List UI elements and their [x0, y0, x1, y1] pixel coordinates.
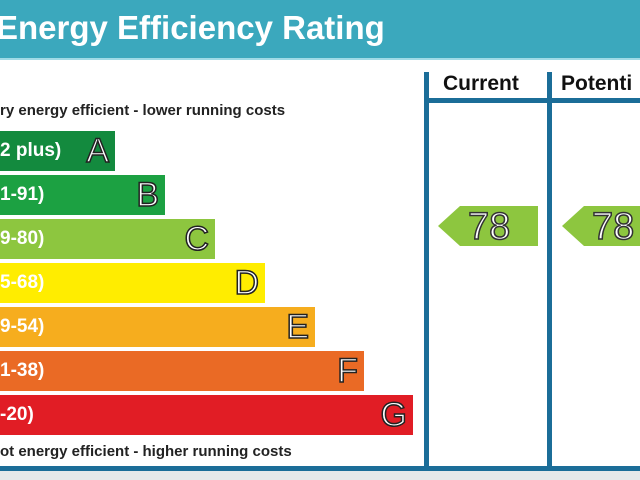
- column-divider: [424, 72, 429, 472]
- band-bar-g: -20) G: [0, 395, 413, 435]
- column-divider: [547, 72, 552, 472]
- band-range: 1-38): [0, 360, 45, 381]
- potential-header: Potenti: [561, 72, 633, 95]
- band-letter: C: [184, 219, 210, 259]
- arrow-shape: [562, 206, 640, 246]
- chart-title: Energy Efficiency Rating: [0, 9, 385, 46]
- band-range: 5-68): [0, 272, 45, 293]
- band-letter: D: [234, 263, 260, 303]
- band-letter: B: [136, 175, 160, 215]
- top-note: ry energy efficient - lower running cost…: [0, 102, 286, 119]
- band-bar-e: 9-54) E: [0, 307, 315, 347]
- band-bar-f: 1-38) F: [0, 351, 364, 391]
- band-bar-b: 1-91) B: [0, 175, 165, 215]
- bottom-note: ot energy efficient - higher running cos…: [0, 443, 292, 460]
- arrow-shape: [438, 206, 538, 246]
- band-letter: A: [86, 131, 110, 171]
- band-bar-d: 5-68) D: [0, 263, 265, 303]
- band-range: 2 plus): [0, 140, 62, 161]
- band-bar-c: 9-80) C: [0, 219, 215, 259]
- band-range: 9-80): [0, 228, 45, 249]
- footer-strip: [0, 471, 640, 480]
- band-range: 9-54): [0, 316, 45, 337]
- header-divider: [426, 98, 640, 103]
- band-bar-a: 2 plus) A: [0, 131, 115, 171]
- bottom-border: [0, 466, 640, 471]
- band-letter: G: [380, 395, 408, 435]
- current-header: Current: [443, 72, 519, 95]
- title-bar: Energy Efficiency Rating: [0, 0, 640, 60]
- rating-value: 78: [467, 205, 511, 249]
- rating-value: 78: [591, 205, 635, 249]
- band-range: 1-91): [0, 184, 45, 205]
- band-range: -20): [0, 404, 34, 425]
- band-letter: F: [336, 351, 358, 391]
- band-letter: E: [286, 307, 310, 347]
